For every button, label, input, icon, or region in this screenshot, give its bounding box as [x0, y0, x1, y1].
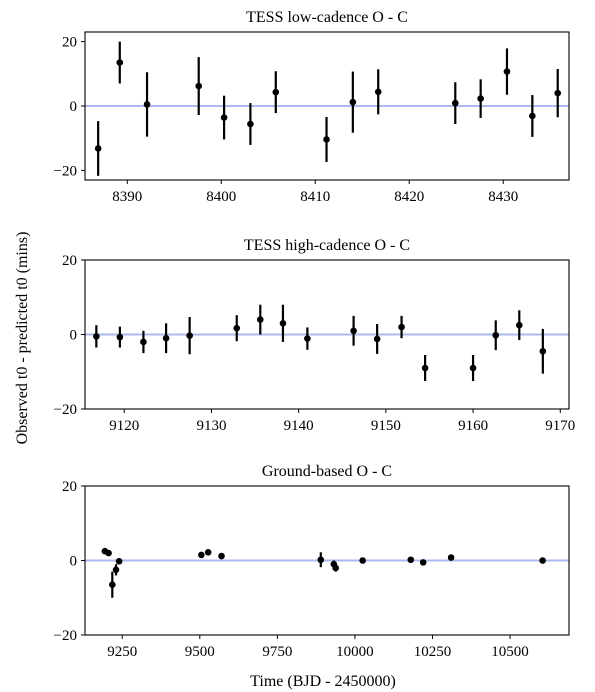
panel-3: Ground-based O - C 9250 9500 9750 10000 10250…: [54, 463, 570, 660]
data-point-14: [529, 112, 536, 120]
data-point-8: [218, 552, 225, 560]
data-point-16: [539, 557, 546, 564]
data-point-7: [272, 88, 280, 96]
chart-panels: TESS low-cadence O - C 8390 8400 8410 8420 84…: [54, 9, 576, 660]
data-point-1: [93, 333, 100, 340]
data-point-8: [279, 320, 287, 327]
panel-3-title: Ground-based O - C: [262, 463, 392, 480]
x-tick-label: 9140: [284, 418, 314, 434]
x-tick-label: 9150: [371, 418, 401, 434]
data-point-11: [451, 99, 459, 107]
data-point-9: [349, 98, 357, 106]
y-tick-label: 20: [62, 253, 77, 269]
data-point-9: [304, 335, 311, 342]
data-point-3: [140, 338, 147, 346]
y-tick-label: −20: [54, 628, 77, 644]
data-point-5: [115, 557, 123, 565]
data-point-14: [419, 559, 427, 566]
x-tick-label: 8430: [488, 189, 518, 205]
data-point-16: [515, 321, 523, 329]
data-point-4: [112, 566, 120, 574]
x-tick-label: 9170: [545, 418, 575, 434]
panel-1-title: TESS low-cadence O - C: [246, 9, 408, 26]
panel-1: TESS low-cadence O - C 8390 8400 8410 8420 84…: [54, 9, 570, 205]
data-point-11: [373, 335, 381, 343]
y-tick-label: −20: [54, 402, 77, 418]
data-point-10: [374, 88, 382, 96]
y-tick-label: 20: [62, 35, 77, 51]
data-point-8: [323, 136, 330, 143]
panel-2-title: TESS high-cadence O - C: [244, 237, 410, 254]
data-point-4: [195, 82, 203, 90]
data-point-10: [350, 327, 357, 335]
data-point-15: [447, 554, 455, 561]
x-tick-label: 10500: [491, 644, 529, 660]
data-point-13: [503, 68, 511, 75]
data-point-5: [220, 114, 228, 121]
data-point-2: [105, 549, 112, 557]
data-point-7: [204, 549, 212, 556]
x-tick-label: 8410: [300, 189, 330, 205]
shared-y-axis-label: Observed t0 - predicted t0 (mins): [14, 232, 31, 445]
data-point-1: [94, 145, 102, 152]
shared-x-axis-label: Time (BJD - 2450000): [250, 673, 396, 690]
x-tick-label: 8400: [206, 189, 236, 205]
data-point-3: [109, 581, 116, 589]
data-point-6: [198, 551, 205, 559]
x-tick-label: 9160: [458, 418, 488, 434]
y-tick-label: 0: [70, 554, 78, 570]
x-tick-label: 9120: [109, 418, 139, 434]
data-point-12: [477, 95, 484, 102]
panel-2: TESS high-cadence O - C 9120 9130 9140 9150 9…: [54, 237, 576, 434]
y-tick-label: 0: [70, 99, 78, 115]
y-tick-label: 0: [70, 328, 78, 344]
data-point-6: [247, 120, 254, 128]
x-tick-label: 9500: [185, 644, 215, 660]
data-point-14: [469, 364, 477, 372]
data-point-6: [233, 324, 241, 332]
y-tick-label: −20: [54, 163, 77, 179]
x-tick-label: 8390: [112, 189, 142, 205]
y-tick-label: 20: [62, 479, 77, 495]
data-point-5: [186, 332, 193, 339]
x-tick-label: 10000: [336, 644, 374, 660]
data-point-9: [317, 556, 325, 564]
x-tick-label: 9130: [196, 418, 226, 434]
x-tick-label: 10250: [414, 644, 452, 660]
data-point-2: [116, 59, 124, 66]
data-point-12: [398, 323, 405, 331]
data-point-3: [143, 101, 151, 108]
data-point-2: [116, 333, 124, 341]
data-point-12: [359, 557, 366, 564]
x-tick-label: 9750: [262, 644, 292, 660]
data-point-15: [492, 331, 500, 339]
x-tick-label: 8420: [394, 189, 424, 205]
data-point-17: [539, 347, 547, 355]
data-point-13: [407, 556, 415, 564]
x-tick-label: 9250: [107, 644, 137, 660]
data-point-13: [421, 364, 429, 372]
data-point-15: [554, 89, 562, 97]
data-point-4: [162, 334, 170, 342]
data-point-7: [256, 316, 264, 323]
data-point-11: [332, 564, 339, 572]
